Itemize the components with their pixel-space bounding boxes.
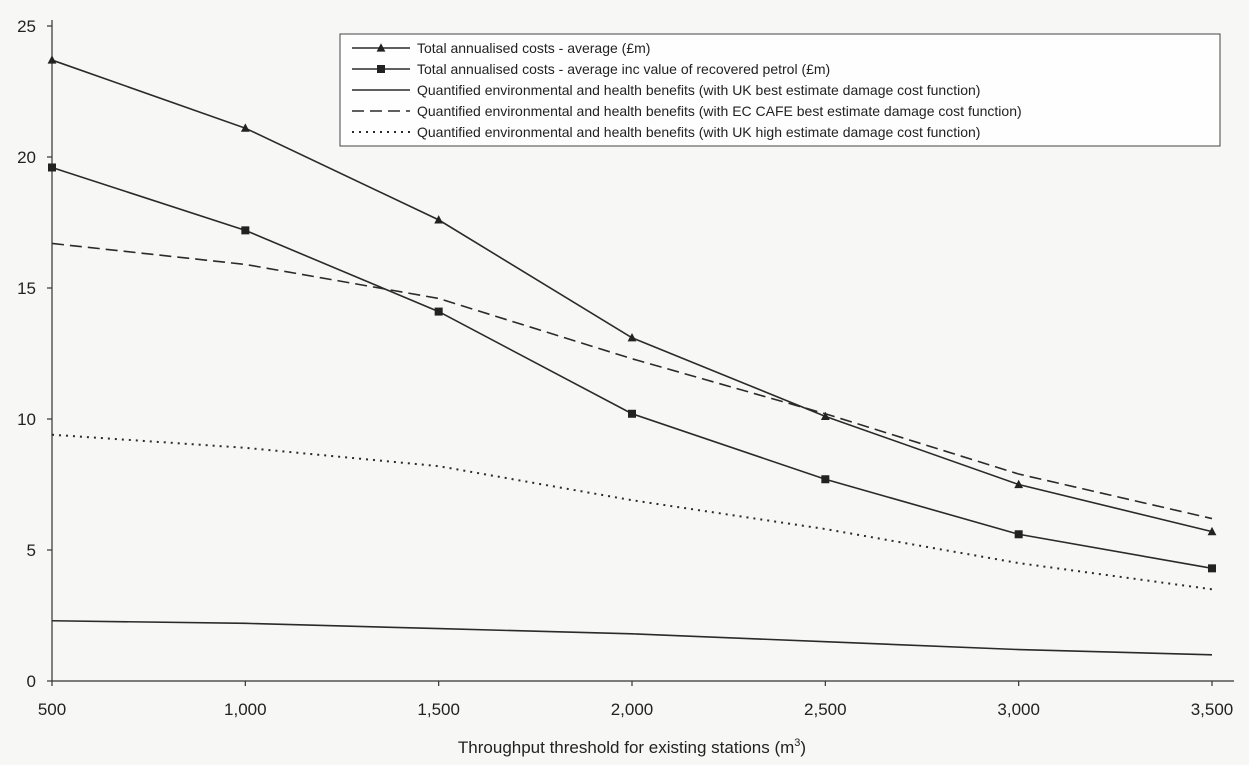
y-tick-label: 10 (17, 410, 36, 429)
triangle-marker (1207, 526, 1217, 536)
x-tick-label: 3,000 (997, 700, 1040, 719)
series-line (51, 433, 1213, 591)
legend-entry: Quantified environmental and health bene… (417, 82, 980, 98)
legend-entry: Quantified environmental and health bene… (417, 124, 980, 140)
triangle-marker (1014, 479, 1024, 489)
x-axis-label-text: Throughput threshold for existing statio… (458, 738, 794, 757)
series-3 (51, 619, 1213, 656)
triangle-marker (376, 43, 386, 52)
axes: 0 5 10 15 20 25 500 1,000 1,500 2,000 2,500 3,000 3,… (17, 17, 1234, 719)
square-marker (434, 307, 443, 316)
series-5 (51, 433, 1213, 591)
series-line (51, 619, 1213, 656)
x-tick-label: 1,000 (224, 700, 267, 719)
triangle-marker (820, 411, 830, 420)
triangle-marker (47, 55, 57, 64)
y-tick-label: 20 (17, 148, 36, 167)
square-marker (48, 163, 56, 172)
y-tick-label: 25 (17, 17, 36, 36)
square-marker (1208, 564, 1216, 573)
x-axis-label-superscript: 3 (794, 737, 800, 749)
y-tick-label: 15 (17, 279, 36, 298)
x-tick-label: 2,000 (611, 700, 654, 719)
series-line (51, 242, 1213, 520)
triangle-marker (240, 123, 250, 132)
x-tick-label: 2,500 (804, 700, 847, 719)
x-tick-label: 1,500 (417, 700, 460, 719)
series-1 (47, 55, 1217, 536)
square-marker (1014, 530, 1023, 539)
x-axis-label-end: ) (800, 738, 806, 757)
x-tick-label: 500 (38, 700, 66, 719)
x-tick-label: 3,500 (1191, 700, 1234, 719)
series-2 (48, 163, 1216, 573)
legend-box (339, 33, 1221, 147)
series-4 (51, 242, 1213, 520)
legend-entry: Quantified environmental and health bene… (417, 103, 1022, 119)
y-tick-label: 5 (27, 541, 36, 560)
triangle-marker (434, 215, 444, 224)
square-marker (377, 65, 385, 73)
y-tick-label: 0 (27, 672, 36, 691)
square-marker (241, 226, 250, 235)
x-axis-label: Throughput threshold for existing statio… (458, 737, 806, 757)
legend-entry: Total annualised costs - average (£m) (417, 40, 650, 56)
series-line (51, 166, 1213, 570)
square-marker (628, 409, 636, 418)
triangle-marker (627, 332, 637, 342)
legend: Total annualised costs - average (£m) Tot… (339, 33, 1221, 147)
legend-entry: Total annualised costs - average inc val… (417, 61, 830, 77)
square-marker (821, 475, 830, 484)
series-layer (47, 55, 1217, 656)
